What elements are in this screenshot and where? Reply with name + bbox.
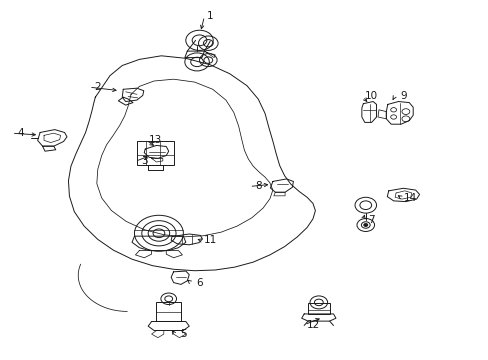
Text: 4: 4 [17,128,24,138]
Text: 9: 9 [399,91,406,102]
Text: 10: 10 [365,91,377,102]
Text: 1: 1 [206,11,213,21]
Text: 3: 3 [141,156,147,166]
Text: 8: 8 [254,181,261,192]
Bar [307,303,329,314]
Circle shape [363,224,367,226]
Text: 6: 6 [196,278,203,288]
Text: 2: 2 [94,82,101,92]
Bar [137,141,174,165]
Text: 11: 11 [203,235,217,246]
Bar [156,302,181,321]
Text: 7: 7 [367,215,374,225]
Text: 5: 5 [180,329,186,339]
Text: 12: 12 [305,320,319,330]
Text: 13: 13 [148,135,162,145]
Text: 14: 14 [403,193,417,203]
